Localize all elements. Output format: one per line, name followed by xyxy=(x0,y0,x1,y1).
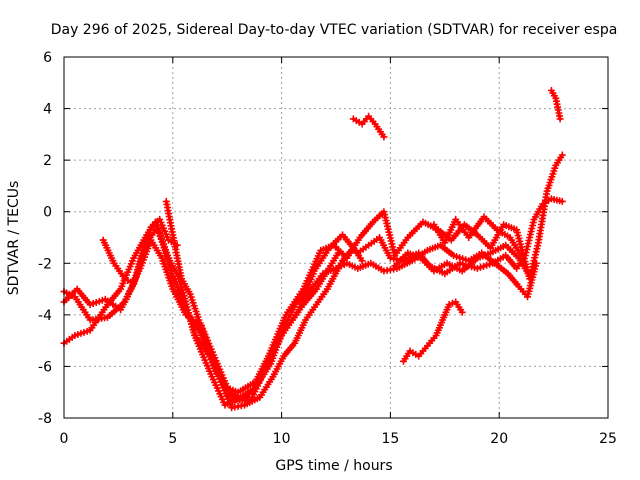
series-track-e xyxy=(162,197,342,404)
series-markers xyxy=(430,213,525,259)
series-markers xyxy=(400,298,466,365)
y-tick-label: -8 xyxy=(38,411,52,427)
series-markers xyxy=(99,215,181,288)
series-markers xyxy=(391,241,534,280)
x-axis-label: GPS time / hours xyxy=(275,458,392,474)
x-tick-label: 15 xyxy=(381,431,399,447)
series-track-h xyxy=(400,298,466,365)
chart-title: Day 296 of 2025, Sidereal Day-to-day VTE… xyxy=(51,22,618,38)
y-tick-label: 2 xyxy=(43,153,52,169)
plot-frame xyxy=(63,56,609,419)
y-tick-label: 6 xyxy=(43,50,52,66)
series-track-f xyxy=(171,244,366,412)
series-markers xyxy=(162,197,342,404)
y-axis-label: SDTVAR / TECUs xyxy=(6,181,22,296)
x-tick-label: 10 xyxy=(273,431,291,447)
series-track-j xyxy=(430,213,525,259)
x-tick-label: 5 xyxy=(168,431,177,447)
series-markers xyxy=(349,112,388,141)
tick-layer: 0 5 10 15 20 25 -8 -6 -4 -2 0 2 4 6 xyxy=(38,50,617,447)
x-tick-label: 20 xyxy=(490,431,508,447)
series-markers xyxy=(547,87,564,123)
x-tick-label: 25 xyxy=(599,431,617,447)
series-track-g xyxy=(349,112,388,141)
grid-layer xyxy=(64,57,608,418)
series-layer xyxy=(60,87,566,412)
x-tick-label: 0 xyxy=(60,431,69,447)
y-tick-label: -6 xyxy=(38,359,52,375)
y-tick-label: -2 xyxy=(38,256,52,272)
y-tick-label: 4 xyxy=(43,102,52,118)
y-tick-label: 0 xyxy=(43,205,52,221)
series-track-k xyxy=(391,241,534,280)
y-tick-label: -4 xyxy=(38,308,52,324)
series-track-d xyxy=(99,215,181,288)
series-markers xyxy=(171,244,366,412)
series-track-i xyxy=(547,87,564,123)
